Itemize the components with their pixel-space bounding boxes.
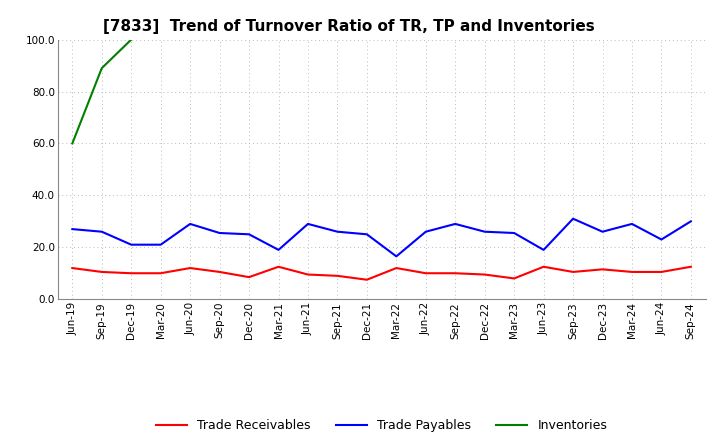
Trade Payables — [628, 221, 636, 227]
Trade Payables — [480, 229, 489, 235]
Trade Payables — [127, 242, 135, 247]
Trade Receivables — [333, 273, 342, 279]
Trade Receivables — [68, 265, 76, 271]
Inventories — [97, 66, 106, 71]
Trade Receivables — [569, 269, 577, 275]
Trade Payables — [68, 227, 76, 232]
Trade Payables — [333, 229, 342, 235]
Trade Payables — [245, 231, 253, 237]
Trade Receivables — [304, 272, 312, 277]
Text: [7833]  Trend of Turnover Ratio of TR, TP and Inventories: [7833] Trend of Turnover Ratio of TR, TP… — [103, 19, 595, 34]
Trade Payables — [274, 247, 283, 253]
Trade Receivables — [628, 269, 636, 275]
Trade Receivables — [480, 272, 489, 277]
Trade Payables — [598, 229, 607, 235]
Line: Trade Receivables: Trade Receivables — [72, 267, 691, 280]
Trade Receivables — [245, 275, 253, 280]
Trade Receivables — [392, 265, 400, 271]
Trade Receivables — [186, 265, 194, 271]
Trade Payables — [421, 229, 430, 235]
Trade Payables — [363, 231, 372, 237]
Trade Payables — [156, 242, 165, 247]
Inventories — [215, 52, 224, 58]
Trade Payables — [97, 229, 106, 235]
Trade Receivables — [156, 271, 165, 276]
Trade Payables — [510, 231, 518, 236]
Legend: Trade Receivables, Trade Payables, Inventories: Trade Receivables, Trade Payables, Inven… — [151, 414, 612, 437]
Trade Payables — [304, 221, 312, 227]
Trade Receivables — [274, 264, 283, 269]
Trade Receivables — [657, 269, 666, 275]
Trade Payables — [569, 216, 577, 221]
Trade Receivables — [539, 264, 548, 269]
Inventories — [127, 37, 135, 42]
Trade Payables — [687, 219, 696, 224]
Trade Payables — [215, 231, 224, 236]
Trade Receivables — [598, 267, 607, 272]
Trade Payables — [392, 254, 400, 259]
Line: Inventories: Inventories — [72, 40, 220, 143]
Trade Receivables — [215, 269, 224, 275]
Trade Receivables — [363, 277, 372, 282]
Trade Payables — [451, 221, 459, 227]
Trade Receivables — [97, 269, 106, 275]
Trade Receivables — [451, 271, 459, 276]
Trade Payables — [539, 247, 548, 253]
Trade Payables — [186, 221, 194, 227]
Trade Receivables — [687, 264, 696, 269]
Trade Receivables — [510, 276, 518, 281]
Trade Receivables — [127, 271, 135, 276]
Inventories — [68, 141, 76, 146]
Line: Trade Payables: Trade Payables — [72, 219, 691, 257]
Trade Payables — [657, 237, 666, 242]
Trade Receivables — [421, 271, 430, 276]
